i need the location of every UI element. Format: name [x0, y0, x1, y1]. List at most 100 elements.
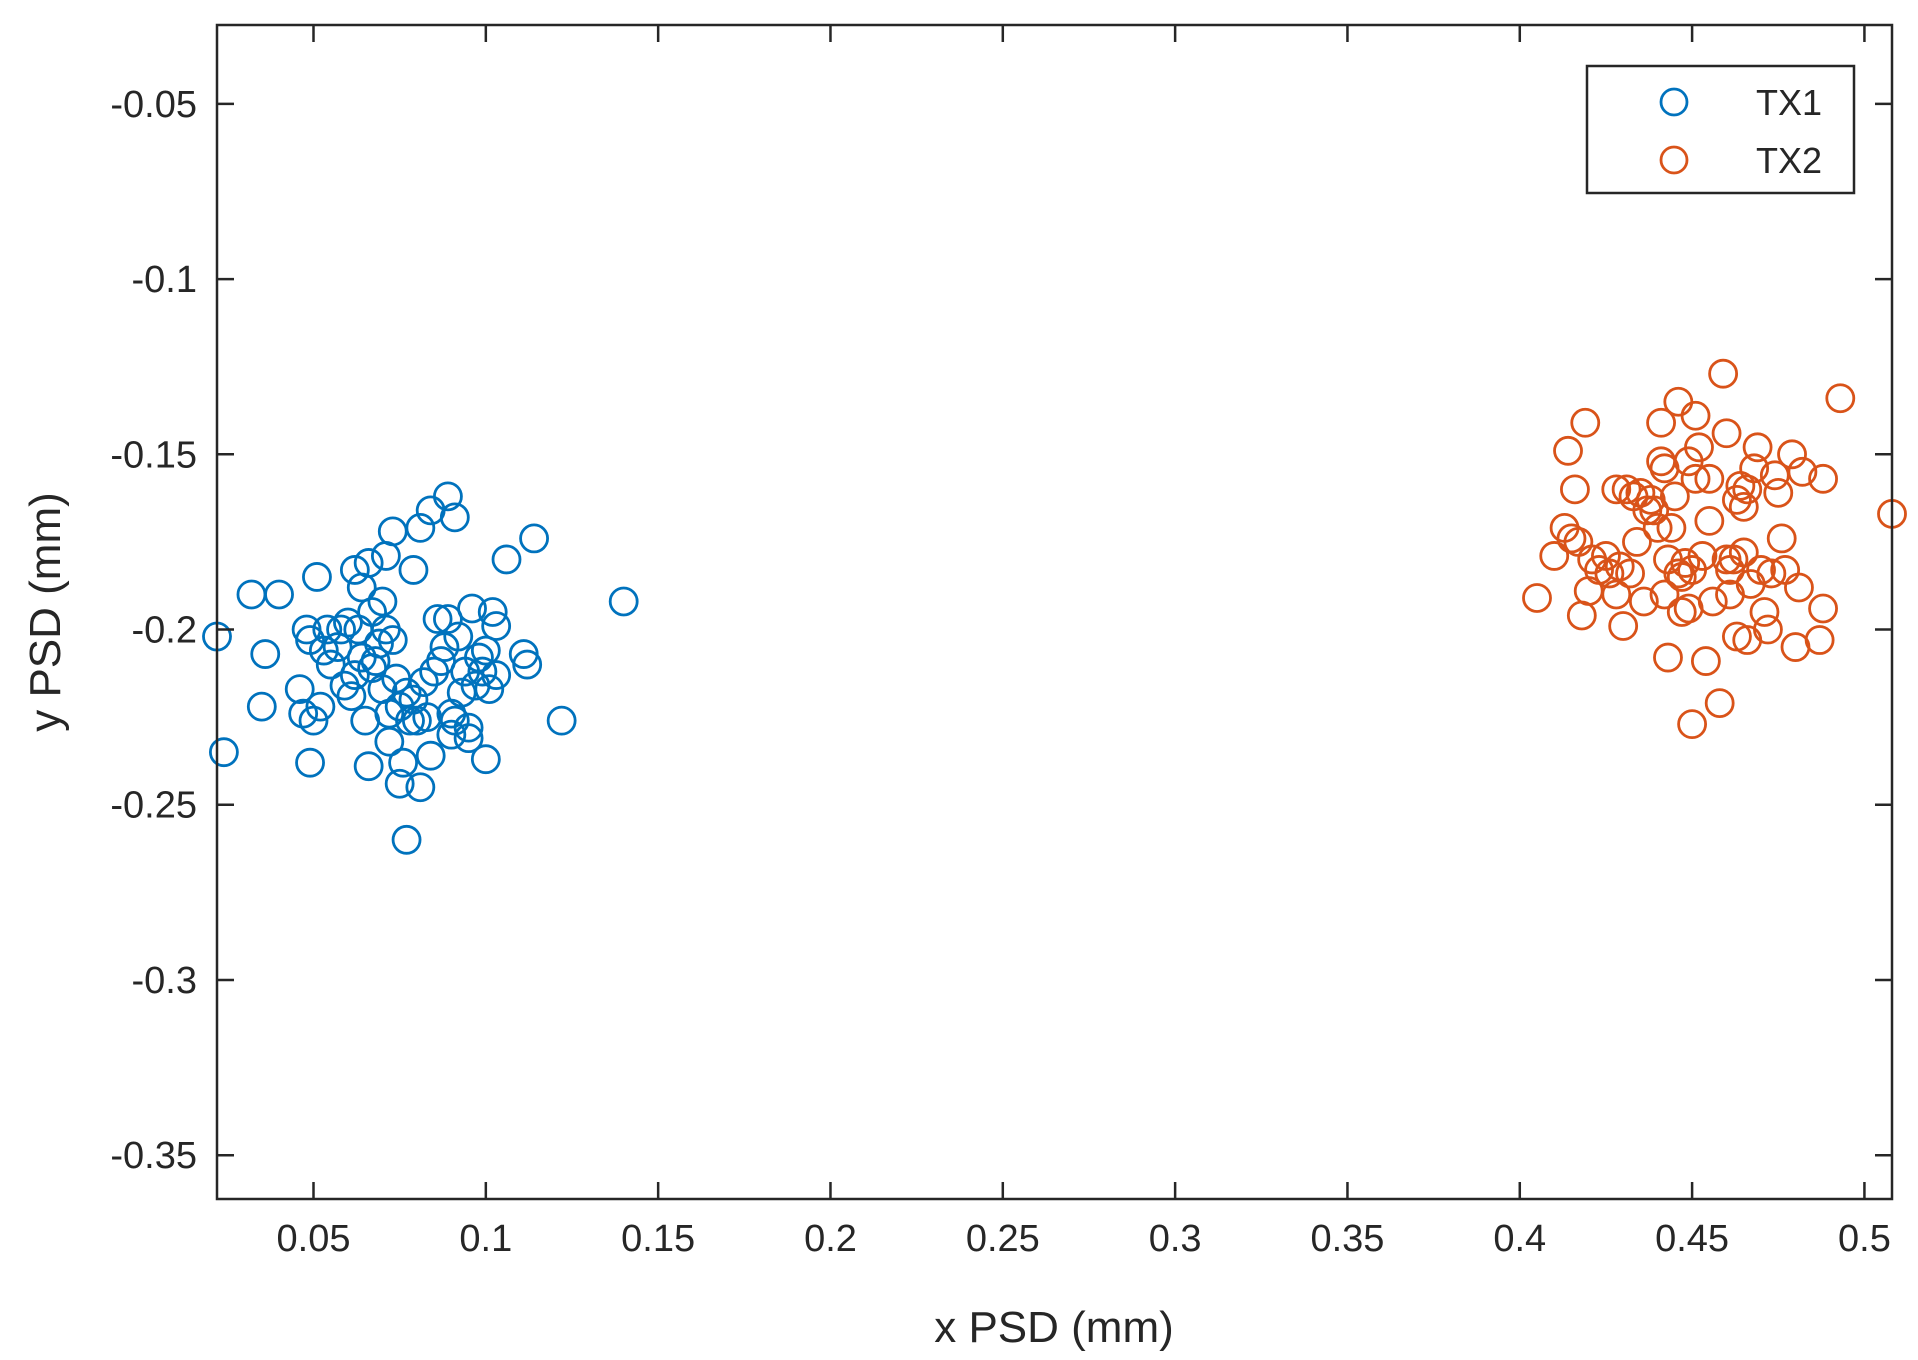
- data-point-tx2: [1622, 527, 1652, 557]
- data-point-tx2: [1708, 358, 1739, 389]
- data-point-tx2: [1539, 541, 1570, 571]
- series-tx1: [202, 481, 639, 855]
- data-point-tx1: [608, 586, 639, 617]
- data-point-tx2: [1787, 456, 1818, 487]
- data-point-tx2: [1553, 435, 1583, 466]
- data-point-tx1: [481, 660, 512, 690]
- data-point-tx2: [1728, 537, 1759, 568]
- data-point-tx2: [1653, 642, 1683, 673]
- data-point-tx1: [246, 691, 277, 722]
- data-point-tx2: [1694, 505, 1725, 536]
- data-point-tx1: [308, 635, 339, 666]
- data-point-tx1: [208, 737, 239, 768]
- legend-label-tx1: TX1: [1756, 82, 1822, 123]
- data-point-tx1: [353, 751, 384, 782]
- data-point-tx2: [1766, 523, 1797, 554]
- data-point-tx2: [1601, 579, 1632, 610]
- legend: TX1 TX2: [1585, 64, 1856, 195]
- data-point-tx2: [1560, 474, 1590, 505]
- axes-box: [215, 23, 1894, 1201]
- data-point-tx2: [1680, 400, 1711, 431]
- data-point-tx1: [426, 646, 456, 676]
- data-point-tx1: [284, 674, 315, 704]
- x-tick-label: 0.1: [459, 1218, 512, 1260]
- data-point-tx2: [1570, 407, 1601, 438]
- data-point-tx1: [339, 660, 370, 690]
- data-marks: [202, 358, 1907, 855]
- data-point-tx1: [250, 639, 281, 669]
- data-point-tx2: [1684, 432, 1714, 463]
- data-point-tx1: [443, 621, 474, 652]
- x-tick-label: 0.2: [804, 1218, 857, 1260]
- data-point-tx2: [1742, 432, 1773, 463]
- data-point-tx2: [1670, 548, 1701, 578]
- data-point-tx2: [1649, 579, 1680, 610]
- y-axis-label: y PSD (mm): [21, 492, 70, 732]
- y-tick-label: -0.25: [110, 785, 197, 827]
- data-point-tx1: [405, 512, 436, 543]
- data-point-tx1: [305, 691, 336, 722]
- data-point-tx2: [1777, 439, 1807, 470]
- data-point-tx1: [453, 712, 484, 743]
- data-point-tx2: [1628, 586, 1659, 617]
- data-point-tx1: [408, 667, 439, 697]
- data-point-tx2: [1615, 558, 1645, 589]
- x-tick-label: 0.3: [1149, 1218, 1202, 1260]
- y-tick-label: -0.1: [132, 259, 197, 301]
- plot-area: [217, 25, 1892, 1199]
- data-point-tx1: [339, 555, 370, 585]
- data-point-tx2: [1711, 418, 1742, 449]
- x-tick-label: 0.45: [1655, 1218, 1729, 1260]
- data-point-tx1: [436, 719, 467, 750]
- data-point-tx2: [1804, 625, 1835, 655]
- data-point-tx1: [384, 768, 415, 799]
- legend-marker-tx1: [1659, 87, 1689, 117]
- data-point-tx2: [1522, 583, 1552, 613]
- data-point-tx1: [360, 646, 391, 676]
- data-point-tx2: [1808, 593, 1838, 624]
- x-tick-label: 0.35: [1310, 1218, 1384, 1260]
- x-tick-label: 0.05: [277, 1218, 351, 1260]
- data-point-tx1: [470, 744, 501, 775]
- legend-label-tx2: TX2: [1756, 140, 1822, 181]
- data-point-tx1: [453, 723, 484, 754]
- data-point-tx1: [415, 740, 446, 771]
- data-point-tx2: [1642, 512, 1673, 543]
- data-point-tx1: [464, 642, 494, 673]
- data-point-tx1: [422, 604, 453, 634]
- data-point-tx1: [477, 597, 508, 627]
- data-point-tx2: [1659, 481, 1690, 512]
- series-tx2: [1522, 358, 1907, 740]
- data-point-tx1: [377, 625, 408, 655]
- data-point-tx2: [1763, 477, 1794, 508]
- data-point-tx2: [1728, 491, 1759, 522]
- data-point-tx2: [1608, 611, 1639, 641]
- data-point-tx1: [315, 649, 346, 680]
- data-point-tx1: [391, 824, 422, 855]
- data-point-tx1: [391, 677, 422, 708]
- data-point-tx1: [336, 681, 367, 712]
- data-point-tx2: [1732, 474, 1763, 505]
- data-point-tx1: [264, 579, 294, 610]
- data-point-tx2: [1704, 688, 1735, 719]
- data-point-tx2: [1697, 586, 1728, 617]
- data-point-tx1: [519, 523, 549, 554]
- data-point-tx1: [433, 604, 463, 634]
- legend-box: [1585, 64, 1856, 195]
- data-point-tx2: [1722, 484, 1752, 515]
- data-point-tx2: [1656, 512, 1687, 543]
- data-point-tx2: [1739, 453, 1770, 484]
- data-point-tx2: [1749, 597, 1780, 627]
- data-point-tx1: [388, 747, 419, 778]
- data-point-tx1: [439, 502, 470, 533]
- data-point-tx2: [1825, 383, 1856, 414]
- data-point-tx1: [481, 611, 512, 641]
- data-point-tx1: [405, 772, 436, 803]
- y-tick-label: -0.05: [110, 84, 197, 126]
- data-point-tx1: [433, 481, 463, 512]
- x-axis-label: x PSD (mm): [934, 1303, 1174, 1352]
- data-point-tx1: [364, 628, 394, 659]
- data-point-tx1: [353, 548, 384, 578]
- data-point-tx2: [1687, 541, 1718, 571]
- data-point-tx1: [512, 649, 543, 680]
